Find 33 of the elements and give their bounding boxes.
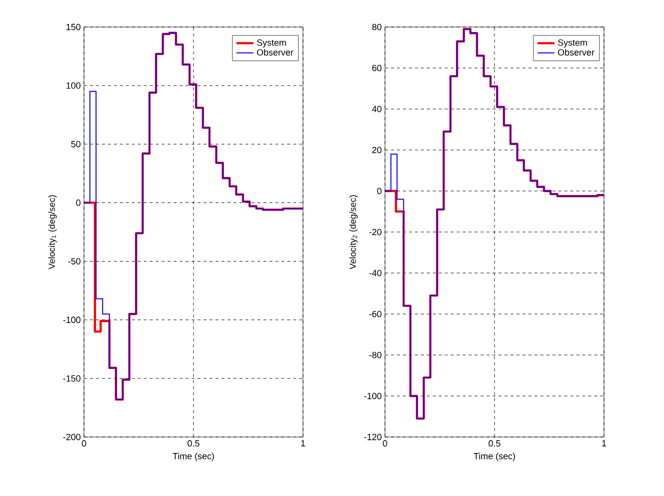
y-tick-label: 50	[71, 140, 80, 148]
legend-label: Observer	[558, 48, 594, 56]
y-tick-label: 150	[66, 24, 80, 30]
y-tick-label: 60	[372, 64, 382, 72]
legend-label: Observer	[256, 48, 294, 56]
x-tick-label: 1	[301, 440, 306, 446]
x-tick-label: 0	[382, 440, 388, 447]
legend-label: System	[256, 39, 286, 48]
y-tick-label: -100	[364, 392, 382, 400]
y-axis-title: Velocity$_{1}$ (deg/sec)	[48, 195, 57, 270]
y-tick-label: -40	[369, 270, 382, 276]
x-tick-label: 0.5	[188, 440, 200, 447]
y-tick-label: -100	[63, 316, 80, 324]
y-tick-label: -80	[369, 352, 382, 358]
y-tick-label: 20	[372, 146, 382, 154]
x-tick-label: 1	[602, 440, 606, 446]
y-tick-label: -50	[68, 258, 80, 264]
y-tick-label: 100	[66, 82, 80, 89]
legend-label: System	[558, 39, 587, 48]
x-tick-label: 0.5	[488, 440, 500, 447]
y-tick-label: -200	[63, 434, 80, 440]
x-axis-title: Time (sec)	[172, 452, 214, 462]
y-tick-label: 80	[372, 24, 382, 30]
y-tick-label: 0	[377, 188, 382, 194]
y-tick-label: -120	[364, 434, 382, 440]
y-tick-label: -20	[369, 228, 382, 236]
y-tick-label: 0	[76, 200, 80, 206]
y-tick-label: 40	[372, 106, 382, 112]
x-tick-label: 0	[82, 440, 86, 447]
y-tick-label: -150	[63, 375, 80, 382]
y-axis-title: Velocity$_{2}$ (deg/sec)	[349, 195, 358, 270]
y-tick-label: -60	[369, 310, 382, 318]
x-axis-title: Time (sec)	[474, 452, 515, 462]
